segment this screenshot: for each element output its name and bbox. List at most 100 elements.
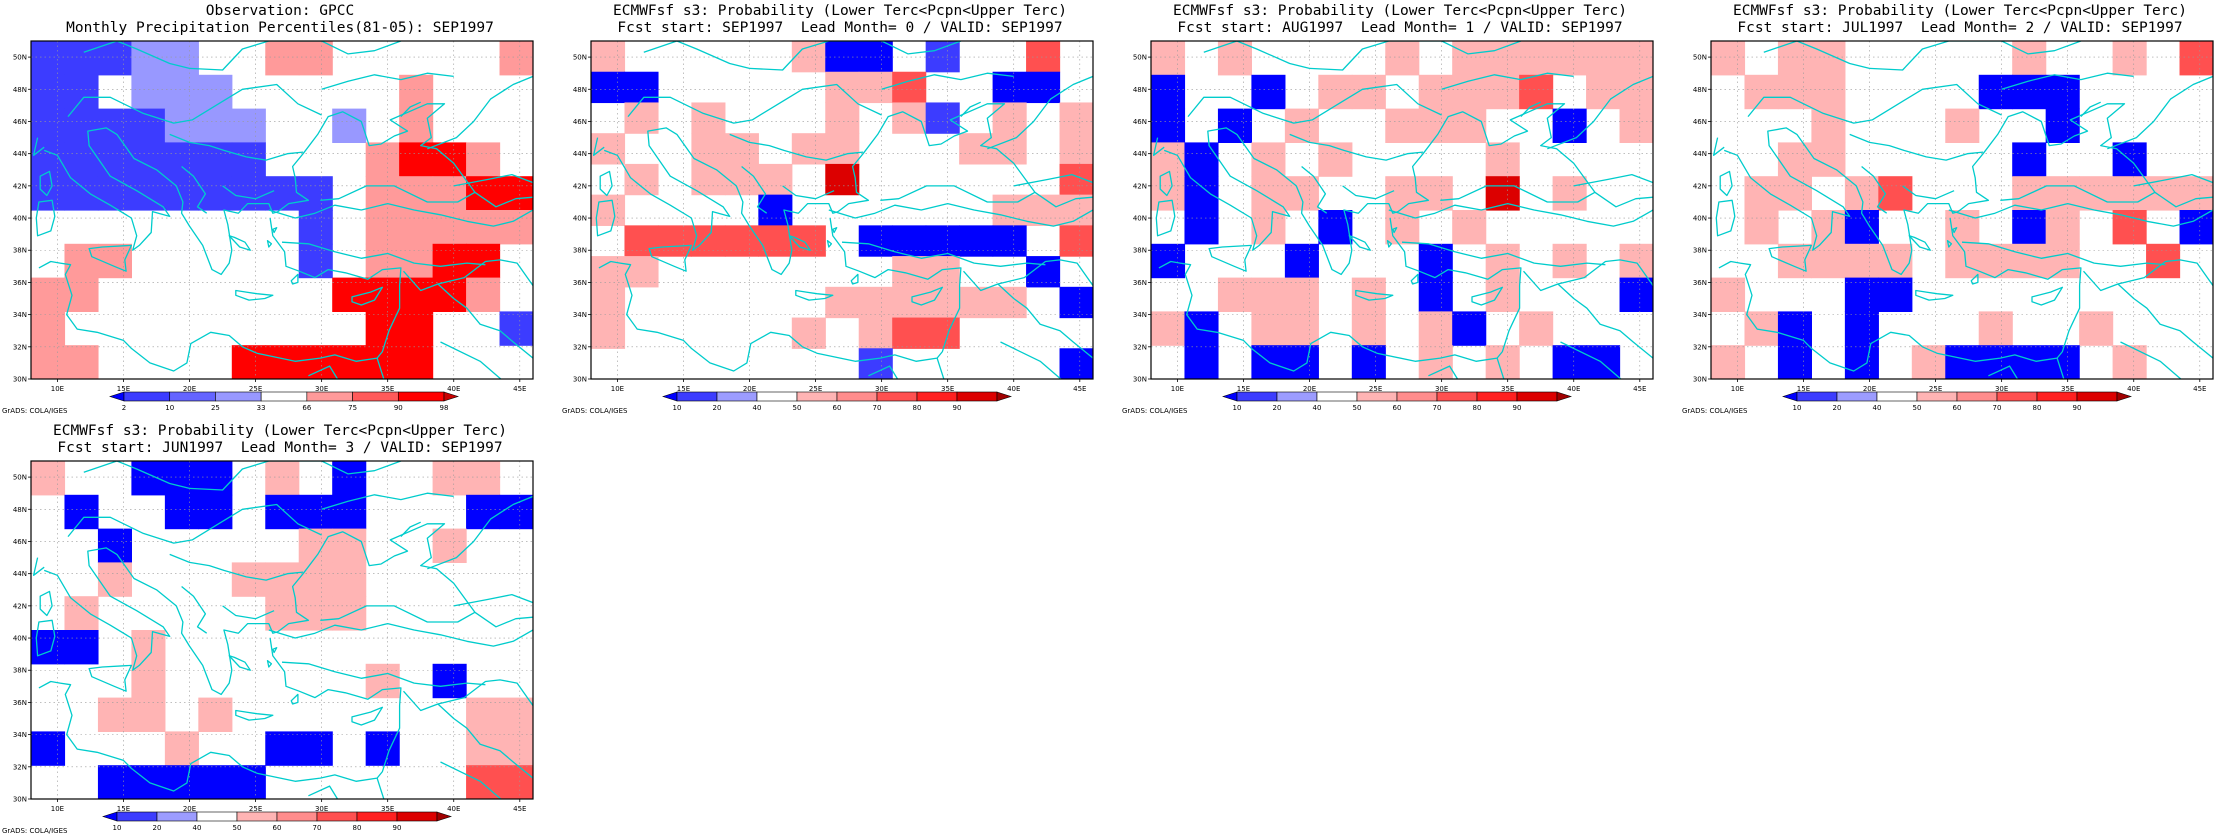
grid-cell: [64, 277, 99, 312]
x-tick-label: 20E: [1863, 385, 1876, 393]
y-tick-label: 46N: [573, 118, 587, 126]
grid-cell: [1744, 210, 1779, 245]
grid-cell: [2012, 345, 2047, 379]
grid-cell: [1284, 243, 1319, 279]
grid-cell: [657, 225, 692, 257]
colorbar-segment: [1836, 391, 1878, 402]
island-outline: [1208, 244, 1253, 272]
x-tick-label: 35E: [381, 805, 394, 813]
y-tick-label: 42N: [573, 182, 587, 190]
y-tick-label: 44N: [1693, 150, 1707, 158]
island-outline: [272, 647, 278, 654]
colorbar-segment: [716, 391, 758, 402]
coastline: [828, 202, 1093, 227]
grid-cell: [1619, 74, 1653, 110]
grid-cell: [1059, 133, 1093, 165]
x-tick-label: 20E: [743, 385, 756, 393]
coastline: [189, 461, 402, 491]
grid-cell: [2079, 311, 2114, 346]
grid-cell: [1184, 311, 1219, 346]
coastline: [2107, 75, 2213, 150]
grid-cell: [2045, 74, 2080, 110]
colorbar-segment: [1516, 391, 1558, 402]
grid-cell: [2179, 210, 2213, 245]
grid-cell: [2012, 243, 2047, 279]
coastline: [598, 217, 962, 372]
coastline: [841, 241, 1046, 267]
coastline: [1301, 165, 1328, 214]
panel-title: ECMWFsf s3: Probability (Lower Terc<Pcpn…: [1733, 3, 2187, 19]
grid-cell: [1251, 74, 1286, 110]
grid-cell: [1844, 277, 1879, 312]
coastlines: [32, 461, 533, 799]
colorbar-arrow-low: [109, 391, 125, 402]
grid-cell: [1284, 108, 1319, 143]
colorbar-label: 80: [353, 824, 362, 832]
coastline: [222, 185, 275, 200]
grid-cell: [164, 74, 199, 110]
colorbar-label: 50: [1913, 404, 1922, 412]
grid-cell: [1418, 176, 1453, 211]
island-outline: [826, 239, 833, 248]
grid-cell: [97, 108, 132, 143]
grid-cell: [858, 317, 893, 349]
grid-cell: [164, 494, 199, 530]
colorbar-label: 10: [1793, 404, 1802, 412]
coastline: [38, 217, 402, 372]
grid-cell: [131, 663, 166, 699]
colorbar-label: 90: [2073, 404, 2082, 412]
grid-cell: [791, 41, 826, 73]
x-tick-label: 35E: [941, 385, 954, 393]
island-outline: [1908, 235, 1931, 251]
grid-cell: [1059, 225, 1093, 257]
grid-cell: [1418, 311, 1453, 346]
grid-cell: [825, 41, 860, 73]
grid-cell: [992, 102, 1027, 134]
y-tick-label: 40N: [13, 635, 27, 643]
grads-credit: GrADS: COLA/IGES: [1122, 407, 1188, 415]
grid-cell: [31, 461, 66, 496]
island-outline: [39, 170, 53, 197]
grid-cell: [1059, 163, 1093, 196]
grid-cell: [131, 41, 166, 76]
grid-cell: [2179, 176, 2213, 211]
grid-cell: [892, 286, 927, 319]
grid-cell: [2112, 345, 2147, 379]
x-tick-label: 45E: [2193, 385, 2206, 393]
grid-cell: [64, 41, 99, 76]
island-outline: [88, 244, 133, 272]
grid-cell: [1485, 74, 1520, 110]
grid-cell: [131, 630, 166, 665]
colorbar-label: 25: [211, 404, 220, 412]
colorbar-label: 20: [713, 404, 722, 412]
coastlines: [32, 41, 533, 379]
grid-cell: [365, 731, 400, 766]
colorbar-segment: [1956, 391, 1998, 402]
x-tick-label: 35E: [1501, 385, 1514, 393]
colorbar-label: 80: [913, 404, 922, 412]
grid-cell: [1777, 345, 1812, 379]
grid-cells: [1711, 41, 2213, 379]
grid-cell: [399, 176, 434, 211]
grid-cell: [265, 461, 300, 496]
grid-cell: [1351, 311, 1386, 346]
grid-cell: [399, 210, 434, 245]
grid-cell: [499, 311, 533, 346]
panel-observation: Observation: GPCC Monthly Precipitation …: [0, 0, 560, 420]
coastline: [1861, 165, 1888, 214]
coastline: [1342, 185, 1395, 200]
panel-lead-0: ECMWFsf s3: Probability (Lower Terc<Pcpn…: [560, 0, 1120, 420]
grid-cell: [31, 345, 66, 379]
grid-cell: [1777, 41, 1812, 76]
grid-cell: [691, 163, 726, 196]
grid-cell: [1184, 345, 1219, 379]
grid-cell: [31, 108, 66, 143]
grid-cell: [399, 277, 434, 312]
coastline: [427, 75, 533, 150]
grid-cell: [1586, 41, 1621, 76]
grid-cell: [1026, 194, 1061, 226]
grid-cell: [858, 225, 893, 257]
coastline: [321, 72, 454, 90]
colorbar-label: 90: [394, 404, 403, 412]
island-outline: [88, 664, 133, 692]
